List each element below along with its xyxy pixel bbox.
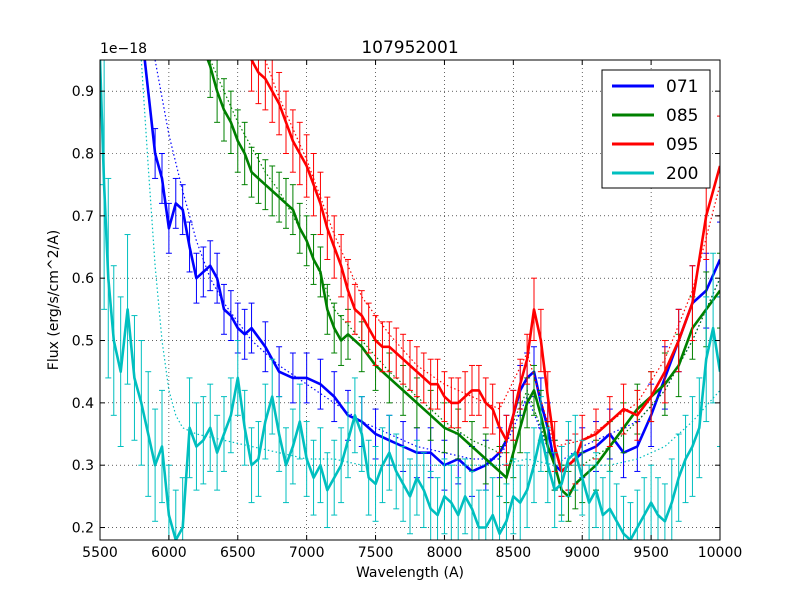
legend-label-095: 095: [666, 135, 698, 155]
y-tick-label: 0.5: [72, 334, 94, 350]
series-095-line: [250, 60, 720, 473]
series-200-model-curve: [140, 60, 720, 466]
x-tick-label: 8000: [427, 545, 463, 561]
series-200-errorbar: [100, 60, 103, 186]
series-085-line: [206, 60, 720, 498]
y-tick-label: 0.8: [72, 147, 94, 163]
y-tick-label: 0.4: [72, 396, 94, 412]
x-tick-label: 9000: [564, 545, 600, 561]
axes-frame: [99, 59, 721, 541]
series-095-errorbar: [248, 60, 255, 92]
plot-area: [100, 60, 720, 540]
series-200-errorbar: [172, 489, 179, 540]
x-tick-label: 9500: [633, 545, 669, 561]
x-tick-label: 8500: [496, 545, 532, 561]
series-095-model-curve: [264, 60, 720, 448]
x-tick-label: 6000: [151, 545, 187, 561]
series-200-errorbar: [717, 296, 720, 447]
y-offset-label: 1e−18: [100, 41, 147, 57]
legend-label-085: 085: [666, 106, 698, 126]
y-tick-label: 0.6: [72, 271, 94, 287]
series-085-errorbar: [717, 252, 720, 329]
y-tick-label: 0.3: [72, 458, 94, 474]
x-axis-label: Wavelength (A): [356, 565, 464, 581]
x-tick-label: 7000: [289, 545, 325, 561]
x-tick-label: 6500: [220, 545, 256, 561]
legend-label-071: 071: [666, 77, 698, 97]
x-tick-label: 5500: [82, 545, 118, 561]
y-tick-label: 0.7: [72, 209, 94, 225]
legend-label-200: 200: [666, 164, 698, 184]
axis-ticks: 5500 6000 6500 7000 7500 8000 8500 9000 9500 1000…: [72, 60, 743, 561]
x-tick-label: 7500: [358, 545, 394, 561]
y-tick-label: 0.9: [72, 84, 94, 100]
y-tick-label: 0.2: [72, 521, 94, 537]
series-200-line: [100, 60, 720, 540]
x-tick-label: 10000: [698, 545, 743, 561]
y-axis-label: Flux (erg/s/cm^2/A): [46, 230, 62, 370]
legend-box: [601, 69, 711, 189]
series-200-errorbar: [627, 502, 634, 540]
legend: 071 085 095 200: [601, 69, 711, 189]
chart-title: 107952001: [361, 38, 458, 58]
